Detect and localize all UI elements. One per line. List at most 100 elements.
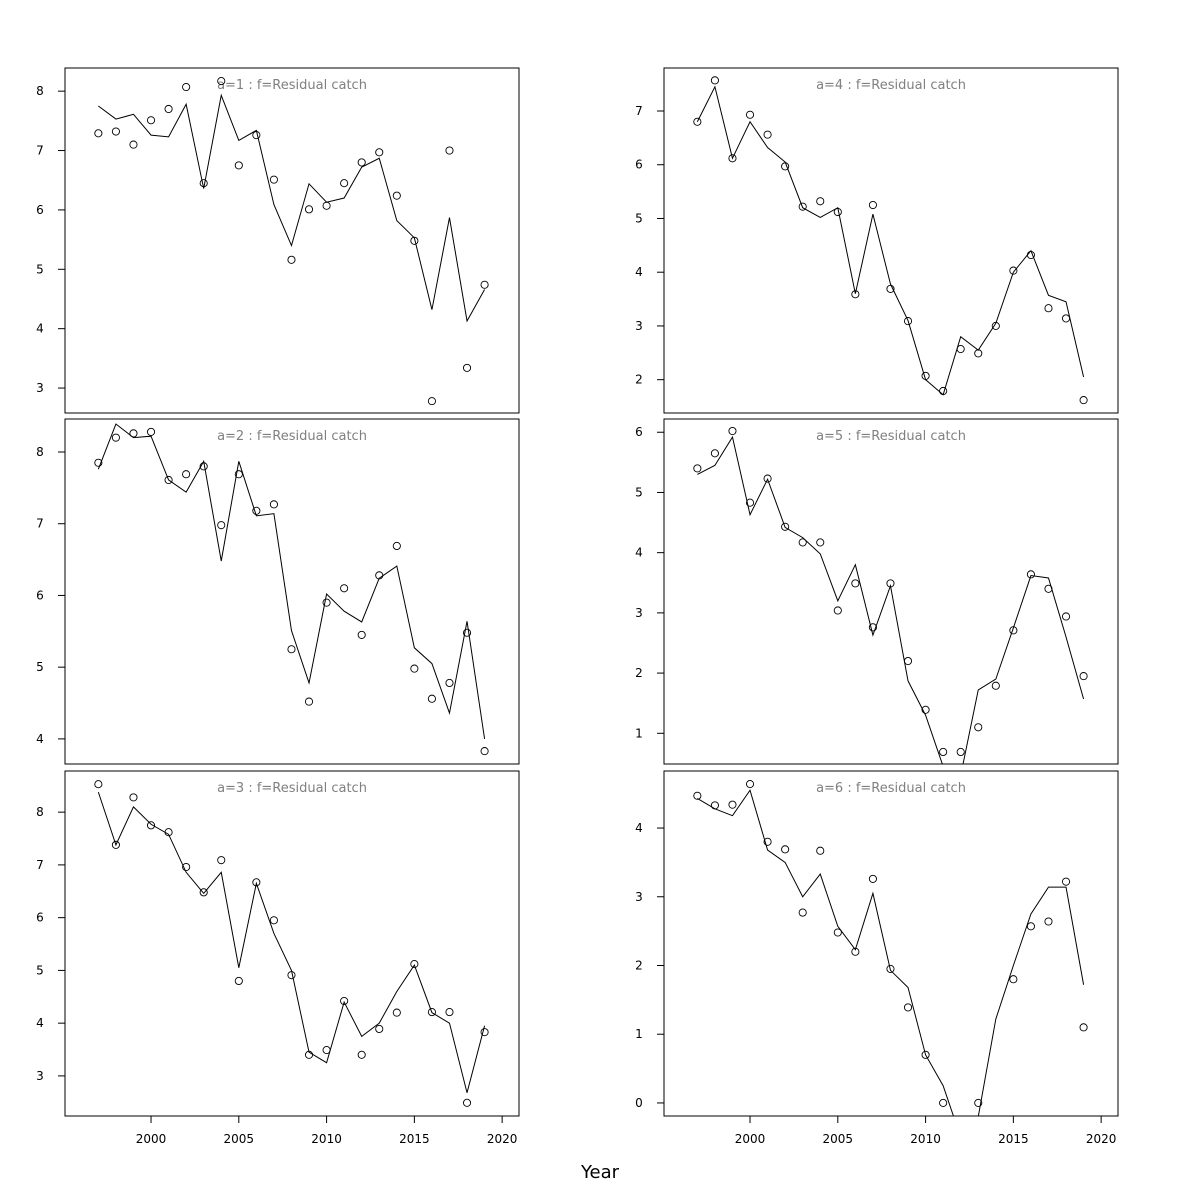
observed-point	[816, 538, 825, 547]
y-tick-label: 5	[635, 485, 643, 499]
observed-point	[375, 1024, 384, 1034]
y-tick-label: 7	[36, 517, 44, 531]
observed-point	[234, 161, 243, 170]
observed-point	[693, 117, 702, 126]
observed-point	[217, 521, 226, 530]
observed-point	[763, 130, 772, 139]
y-tick-label: 5	[36, 262, 44, 276]
observed-point	[94, 129, 103, 138]
y-tick-label: 4	[635, 821, 643, 835]
y-tick-label: 2	[635, 958, 643, 972]
y-tick-label: 0	[635, 1096, 643, 1110]
observed-point	[1044, 304, 1053, 313]
observed-point	[234, 470, 243, 479]
fitted-line	[97, 423, 486, 739]
x-tick-label: 2000	[735, 1132, 766, 1146]
plot-area	[693, 426, 1088, 764]
observed-point	[340, 179, 349, 188]
y-tick-label: 8	[36, 445, 44, 459]
panel-frame	[64, 418, 520, 765]
panel-frame	[663, 418, 1119, 765]
panel-frame	[663, 67, 1119, 414]
observed-point	[462, 1098, 472, 1107]
observed-point	[921, 705, 930, 714]
y-tick-label: 7	[36, 144, 44, 158]
observed-point	[1079, 672, 1088, 681]
observed-point	[304, 697, 314, 706]
plot-area	[94, 77, 489, 406]
observed-point	[427, 1008, 436, 1017]
observed-point	[287, 645, 296, 654]
plot-area	[94, 780, 489, 1107]
observed-point	[445, 678, 454, 688]
observed-point	[322, 201, 331, 210]
panel-frame	[663, 770, 1119, 1117]
observed-point	[304, 205, 314, 214]
observed-point	[480, 1028, 489, 1037]
observed-point	[146, 821, 156, 830]
y-tick-label: 5	[635, 211, 643, 225]
x-tick-label: 2015	[399, 1132, 430, 1146]
y-tick-label: 3	[36, 381, 44, 395]
panel-frame	[64, 770, 520, 1117]
observed-point	[182, 470, 191, 479]
x-axis-label: Year	[580, 1162, 620, 1183]
y-tick-label: 6	[36, 911, 44, 925]
y-tick-label: 7	[36, 858, 44, 872]
observed-point	[252, 878, 261, 887]
observed-point	[781, 845, 790, 854]
observed-point	[1079, 1023, 1088, 1032]
observed-point	[357, 1050, 366, 1059]
y-tick-label: 5	[36, 963, 44, 977]
plot-area	[94, 423, 489, 756]
fitted-line	[97, 791, 486, 1093]
y-tick-label: 8	[36, 84, 44, 98]
y-tick-label: 7	[635, 104, 643, 118]
panel-title: a=4 : f=Residual catch	[816, 78, 966, 93]
observed-point	[763, 474, 772, 483]
observed-point	[903, 317, 913, 326]
y-tick-label: 2	[635, 373, 643, 387]
observed-point	[710, 76, 719, 85]
observed-point	[94, 780, 103, 789]
y-tick-label: 6	[36, 203, 44, 217]
observed-point	[392, 541, 401, 551]
panel-title: a=1 : f=Residual catch	[217, 78, 367, 93]
observed-point	[410, 960, 419, 969]
observed-point	[427, 694, 436, 703]
observed-point	[1026, 922, 1035, 931]
observed-point	[956, 747, 965, 757]
observed-point	[427, 397, 436, 406]
observed-point	[1061, 314, 1071, 323]
y-tick-label: 3	[36, 1069, 44, 1083]
observed-point	[745, 780, 755, 789]
panel-title: a=3 : f=Residual catch	[217, 781, 367, 796]
observed-point	[868, 200, 877, 210]
observed-point	[939, 747, 948, 757]
observed-point	[921, 1050, 930, 1059]
observed-point	[146, 116, 156, 125]
observed-point	[1061, 877, 1071, 886]
panel-title: a=5 : f=Residual catch	[816, 429, 966, 444]
observed-point	[816, 846, 825, 855]
observed-point	[763, 837, 772, 846]
y-tick-label: 4	[36, 1016, 44, 1030]
observed-point	[146, 427, 156, 436]
observed-point	[340, 996, 349, 1006]
observed-point	[798, 202, 807, 211]
observed-point	[392, 1008, 401, 1017]
observed-point	[710, 449, 719, 458]
observed-point	[868, 874, 877, 883]
observed-point	[745, 110, 755, 119]
observed-point	[164, 475, 173, 485]
x-tick-label: 2010	[311, 1132, 342, 1146]
y-tick-label: 3	[635, 890, 643, 904]
observed-point	[462, 363, 472, 372]
observed-point	[903, 1003, 913, 1012]
observed-point	[851, 290, 860, 299]
x-tick-label: 2015	[998, 1132, 1029, 1146]
observed-point	[445, 1008, 454, 1017]
observed-point	[693, 464, 702, 473]
observed-point	[182, 862, 191, 872]
